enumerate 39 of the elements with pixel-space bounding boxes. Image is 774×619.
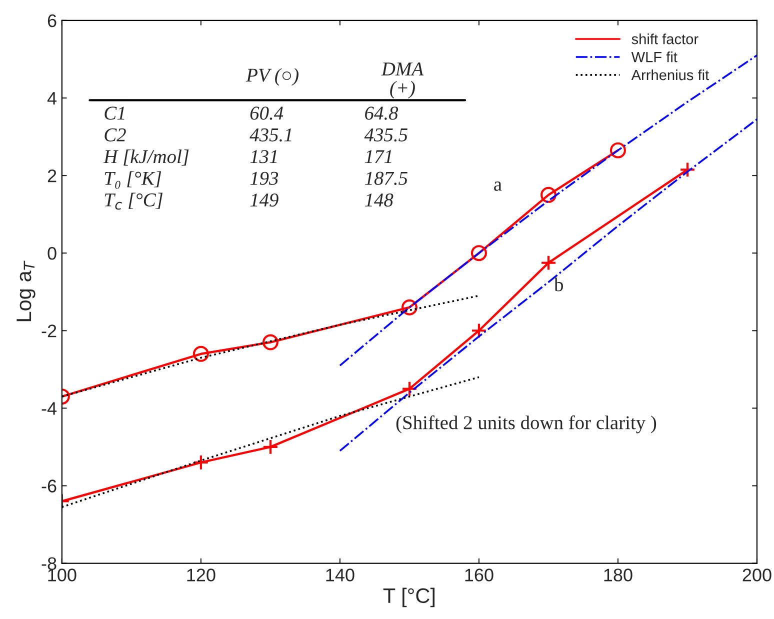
x-tick-label: 140 [326,568,354,582]
x-tick-label: 160 [465,568,494,582]
annotation: 187.5 [364,172,408,185]
y-tick-label: -8 [42,557,56,570]
x-axis-title: T [°C] [383,588,435,608]
y-tick-label: 4 [47,92,57,105]
annotation: 435.5 [364,128,408,142]
annotation: 149 [250,194,278,207]
annotation: 60.4 [250,106,284,120]
y-tick-label: 6 [48,14,56,28]
annotation: H [kJ/mol] [103,149,189,166]
annotation: b [554,278,563,292]
annotation: T₀ [°K] [104,171,162,189]
annotation: (Shifted 2 units down for clarity ) [396,415,656,434]
annotation: 148 [364,193,394,207]
x-tick-label: 180 [604,568,632,582]
y-axis-title: Log a$_{T}$ [16,260,36,322]
annotation: DMA (+) [381,62,424,98]
annotation: C2 [104,128,126,142]
x-tick-label: 120 [187,568,216,582]
y-tick-label: 2 [48,169,56,182]
x-tick-label: 200 [742,568,772,582]
annotation: a [494,182,502,191]
x-tick-label: 100 [48,568,76,582]
annotation: 131 [250,150,277,164]
legend-label: Arrhenius fit [631,69,709,80]
annotation: C1 [104,106,124,120]
annotation: 435.1 [250,128,292,142]
y-tick-label: -6 [42,480,56,492]
y-tick-label: -4 [42,402,57,415]
annotation: 171 [364,150,392,163]
y-tick-label: -2 [42,324,56,338]
annotation: PV (○) [246,68,298,86]
annotation: T$_{c}$ [°C] [104,192,163,210]
legend-label: shift factor [632,34,698,44]
y-tick-label: 0 [48,247,56,260]
annotation: 64.8 [365,106,398,120]
annotation: 193 [250,172,278,185]
legend-label: WLF fit [631,52,678,62]
